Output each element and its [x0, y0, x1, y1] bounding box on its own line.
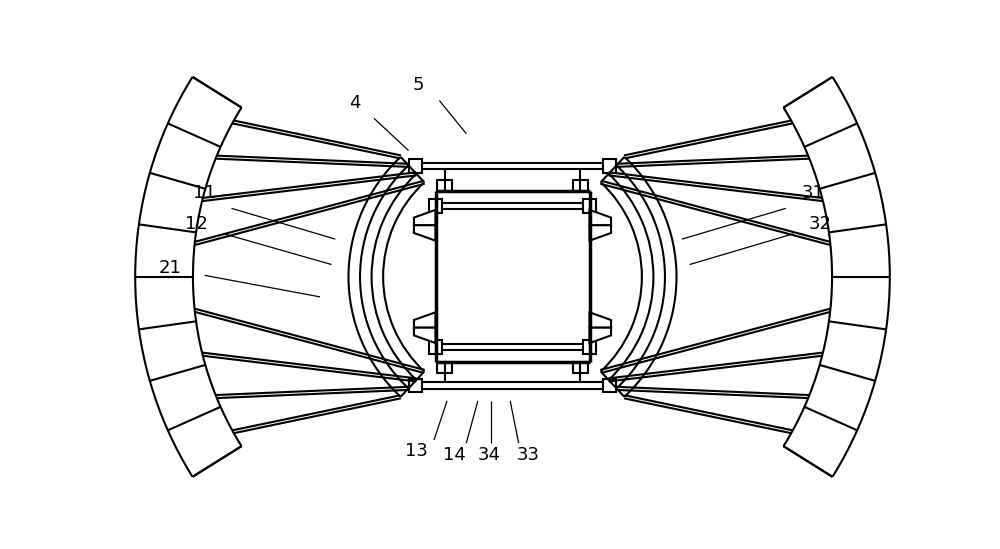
Text: 34: 34	[478, 446, 501, 464]
Bar	[438, 203, 587, 209]
Polygon shape	[590, 225, 611, 240]
Polygon shape	[590, 312, 611, 328]
Text: 13: 13	[405, 442, 428, 460]
Text: 32: 32	[809, 215, 832, 233]
Text: 33: 33	[516, 446, 539, 464]
Text: 4: 4	[349, 94, 360, 112]
Polygon shape	[414, 328, 436, 343]
Text: 11: 11	[193, 184, 216, 202]
Bar	[437, 180, 452, 191]
Bar	[573, 362, 588, 373]
Bar	[420, 163, 605, 169]
Bar	[573, 180, 588, 191]
Polygon shape	[414, 225, 436, 240]
Polygon shape	[590, 328, 611, 343]
Text: 12: 12	[185, 215, 208, 233]
Text: 14: 14	[443, 446, 466, 464]
Bar	[420, 382, 605, 389]
Bar	[583, 199, 596, 213]
Bar	[438, 344, 587, 350]
Polygon shape	[414, 210, 436, 225]
Text: 5: 5	[413, 76, 424, 94]
Text: 21: 21	[158, 259, 181, 277]
Bar	[583, 340, 596, 354]
Bar	[409, 378, 422, 393]
Bar	[603, 159, 616, 173]
Bar	[429, 340, 442, 354]
Bar	[437, 362, 452, 373]
Bar	[603, 378, 616, 393]
Polygon shape	[414, 312, 436, 328]
Bar	[429, 199, 442, 213]
Text: 31: 31	[801, 184, 824, 202]
Bar	[409, 159, 422, 173]
Polygon shape	[590, 210, 611, 225]
